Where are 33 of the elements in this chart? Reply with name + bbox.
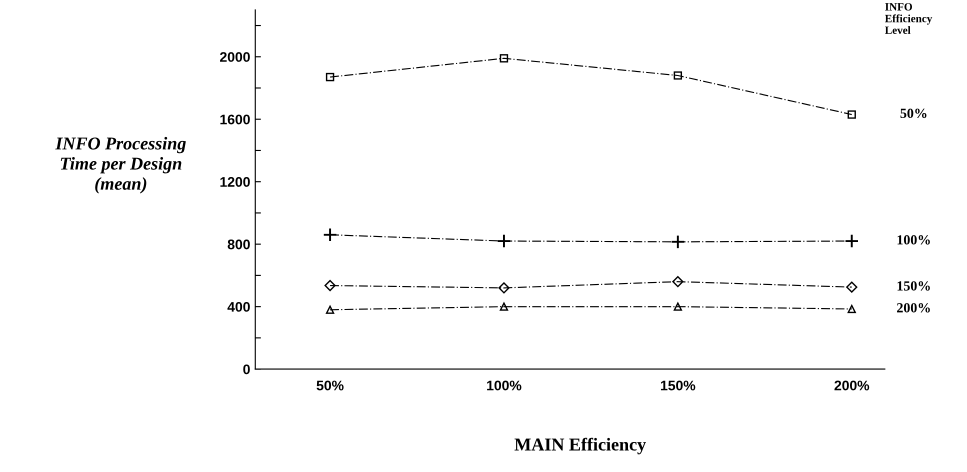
point <box>672 276 684 288</box>
text: 50% <box>900 108 926 118</box>
y-tick-label: 400 <box>227 302 250 312</box>
point <box>500 302 508 311</box>
point <box>500 54 508 62</box>
y-tick-label: 1200 <box>220 177 250 187</box>
x-tick-label: 50% <box>316 380 344 390</box>
x-tick-label: 200% <box>834 380 870 390</box>
legend-title: INFO Efficiency Level <box>884 3 932 34</box>
point <box>496 234 512 248</box>
x-tick-label: 150% <box>660 380 696 390</box>
point <box>674 71 682 80</box>
point <box>498 282 510 294</box>
point <box>326 72 334 82</box>
y-tick-label: 800 <box>228 240 250 250</box>
text: 100% <box>898 235 930 245</box>
point <box>670 234 686 250</box>
y-tick-label: 1600 <box>220 114 250 124</box>
text: 150% <box>898 281 930 291</box>
y-tick-label: 2000 <box>220 52 250 62</box>
point <box>846 282 858 293</box>
point <box>844 234 859 248</box>
x-axis-title: MAIN Efficiency <box>514 438 646 454</box>
point <box>848 110 856 119</box>
y-axis-title: INFO Processing Time per Design (mean) <box>55 136 186 194</box>
point <box>324 280 336 292</box>
x-tick-label: 100% <box>487 380 522 390</box>
point <box>326 306 334 314</box>
point <box>674 302 682 311</box>
y-tick-label: 0 <box>243 364 250 374</box>
point <box>848 304 856 314</box>
text: 200% <box>897 303 930 312</box>
point <box>322 228 338 242</box>
